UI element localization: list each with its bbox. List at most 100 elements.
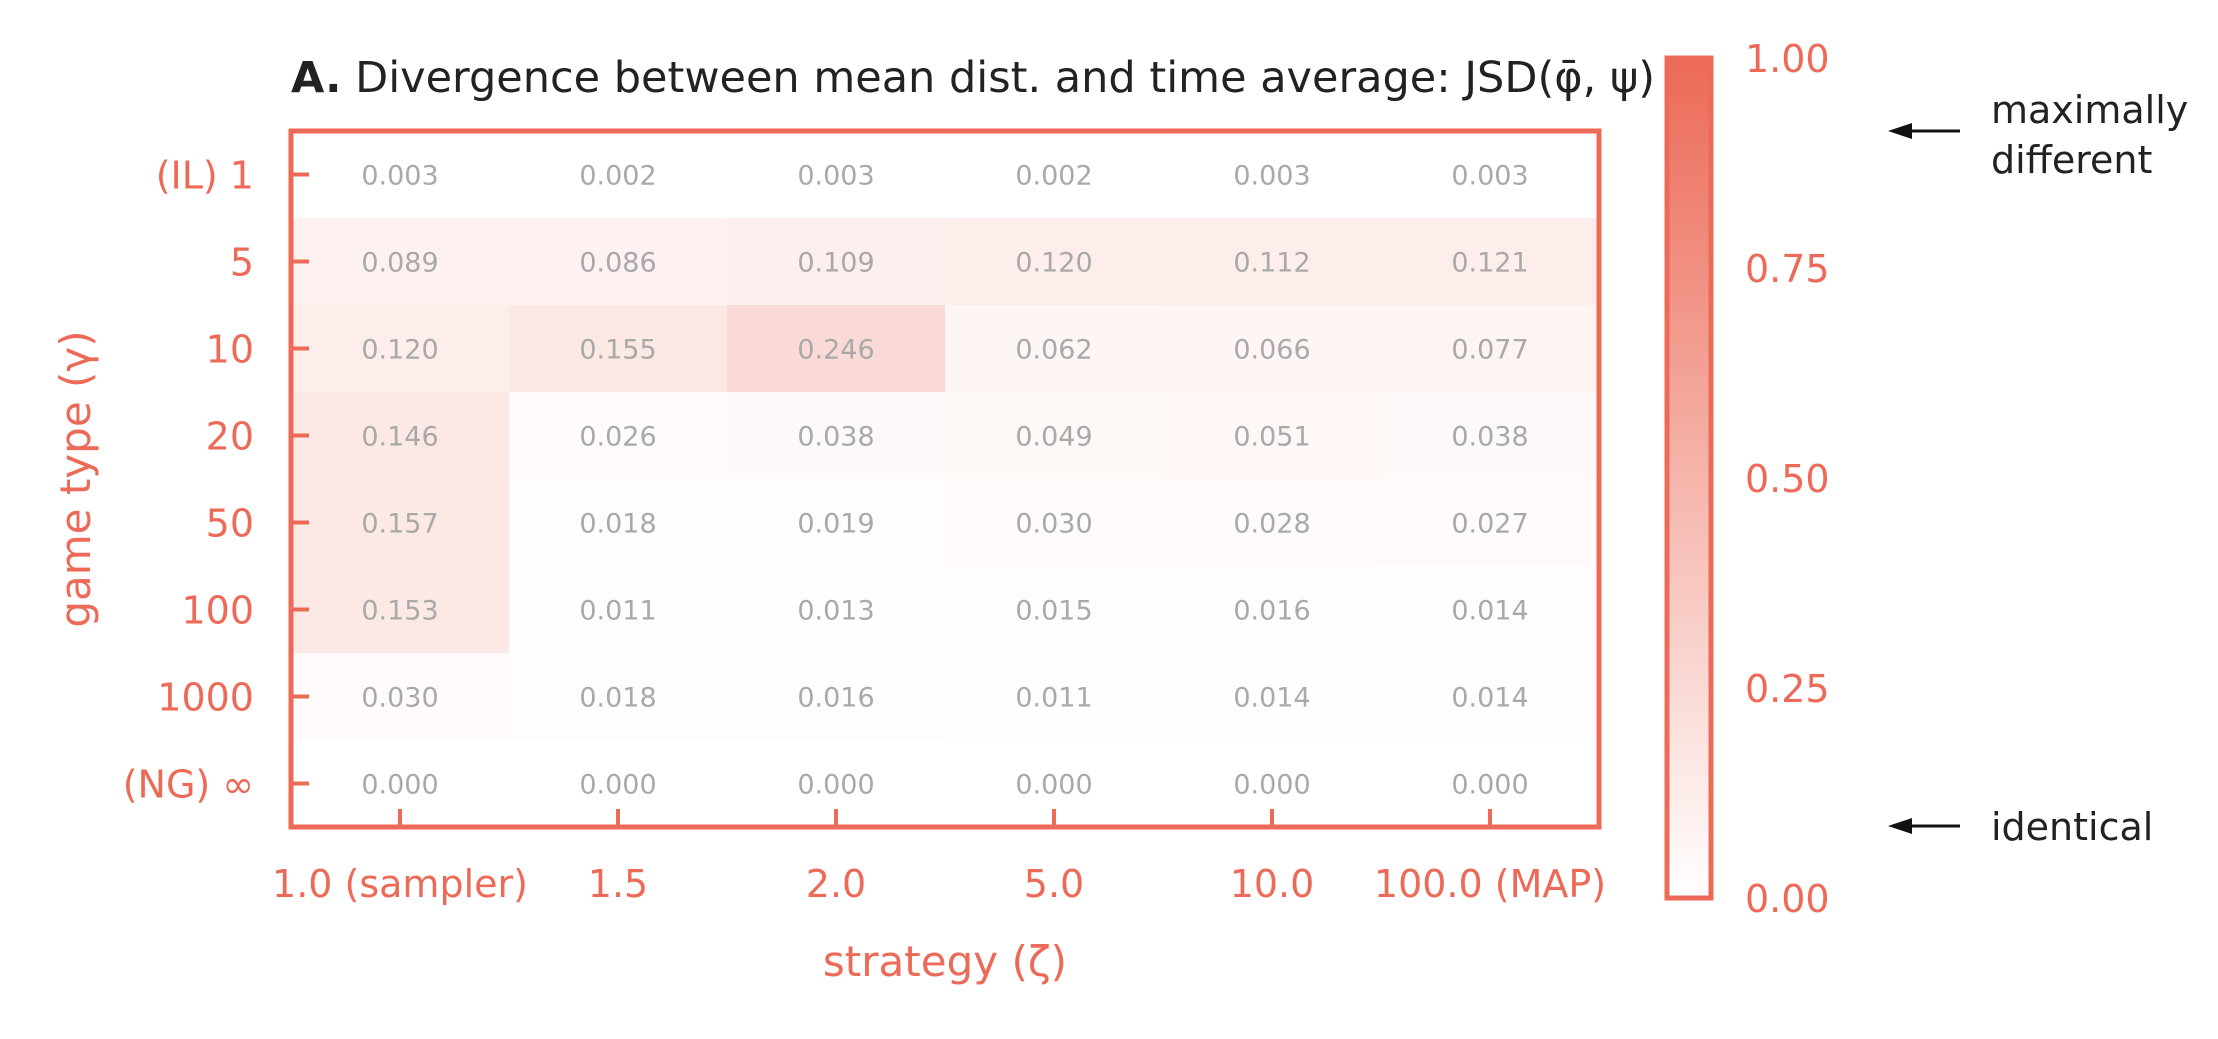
cell-value-label: 0.049 xyxy=(1015,422,1092,453)
cell-value-label: 0.018 xyxy=(579,509,656,540)
heatmap-cell xyxy=(945,392,1163,479)
cell-value-label: 0.003 xyxy=(361,161,438,192)
cell-value-label: 0.155 xyxy=(579,335,656,366)
colorbar-tick-label: 0.50 xyxy=(1745,457,1830,501)
x-axis-label: strategy (ζ) xyxy=(823,937,1067,986)
heatmap-cell xyxy=(727,479,945,566)
heatmap-cell xyxy=(1163,392,1381,479)
heatmap-cell xyxy=(727,218,945,305)
heatmap-cell xyxy=(509,218,727,305)
y-tick-label: 5 xyxy=(230,241,254,285)
heatmap-cell xyxy=(1163,305,1381,392)
cell-value-label: 0.014 xyxy=(1233,683,1310,714)
heatmap-cell xyxy=(509,305,727,392)
heatmap-cell xyxy=(945,653,1163,740)
heatmap-cell xyxy=(291,392,509,479)
heatmap-cell xyxy=(945,566,1163,653)
y-tick-label: 50 xyxy=(206,502,254,546)
heatmap-cell xyxy=(1381,392,1599,479)
cell-value-label: 0.000 xyxy=(579,770,656,801)
cell-value-label: 0.246 xyxy=(797,335,874,366)
cell-value-label: 0.011 xyxy=(579,596,656,627)
heatmap-cell xyxy=(291,566,509,653)
heatmap-cell xyxy=(1163,131,1381,218)
cell-value-label: 0.015 xyxy=(1015,596,1092,627)
cell-value-label: 0.030 xyxy=(361,683,438,714)
cell-value-label: 0.003 xyxy=(1233,161,1310,192)
y-tick-label: (IL) 1 xyxy=(156,154,254,198)
cell-value-label: 0.027 xyxy=(1451,509,1528,540)
x-tick-label: 1.5 xyxy=(588,862,648,906)
heatmap-cell xyxy=(945,305,1163,392)
cell-value-label: 0.077 xyxy=(1451,335,1528,366)
title-panel-letter: A. xyxy=(291,53,341,103)
cell-value-label: 0.002 xyxy=(579,161,656,192)
annotation-arrow-head xyxy=(1888,123,1912,139)
cell-value-label: 0.016 xyxy=(1233,596,1310,627)
heatmap-cell xyxy=(727,305,945,392)
colorbar-annotation-text: identical xyxy=(1991,805,2153,849)
heatmap-cell xyxy=(727,131,945,218)
cell-value-label: 0.146 xyxy=(361,422,438,453)
cell-value-label: 0.120 xyxy=(361,335,438,366)
cell-value-label: 0.157 xyxy=(361,509,438,540)
cell-value-label: 0.038 xyxy=(797,422,874,453)
heatmap-cell xyxy=(291,305,509,392)
annotation-arrow-head xyxy=(1888,818,1912,834)
heatmap-cell xyxy=(1163,218,1381,305)
cell-value-label: 0.000 xyxy=(1015,770,1092,801)
cell-value-label: 0.000 xyxy=(1233,770,1310,801)
colorbar-tick-label: 0.75 xyxy=(1745,247,1830,291)
y-tick-label: 20 xyxy=(206,415,254,459)
heatmap-cell xyxy=(1381,566,1599,653)
heatmap-cell xyxy=(509,653,727,740)
heatmap-cell xyxy=(509,479,727,566)
x-tick-label: 10.0 xyxy=(1230,862,1315,906)
y-tick-label: 10 xyxy=(206,328,254,372)
heatmap-cell xyxy=(291,653,509,740)
cell-value-label: 0.000 xyxy=(1451,770,1528,801)
cell-value-label: 0.000 xyxy=(361,770,438,801)
cell-value-label: 0.026 xyxy=(579,422,656,453)
cell-value-label: 0.062 xyxy=(1015,335,1092,366)
y-tick-label: (NG) ∞ xyxy=(123,763,254,807)
cell-value-label: 0.109 xyxy=(797,248,874,279)
chart-title: A. Divergence between mean dist. and tim… xyxy=(291,53,1655,103)
cell-value-label: 0.013 xyxy=(797,596,874,627)
heatmap-cell xyxy=(1381,479,1599,566)
cell-value-label: 0.112 xyxy=(1233,248,1310,279)
cell-value-label: 0.011 xyxy=(1015,683,1092,714)
heatmap-cell xyxy=(509,566,727,653)
heatmap-cell xyxy=(945,131,1163,218)
colorbar-tick-label: 1.00 xyxy=(1745,37,1830,81)
y-tick-label: 100 xyxy=(181,589,254,633)
cell-value-label: 0.038 xyxy=(1451,422,1528,453)
colorbar-tick-label: 0.00 xyxy=(1745,877,1830,921)
heatmap-cell xyxy=(1163,479,1381,566)
heatmap-cell xyxy=(727,392,945,479)
cell-value-label: 0.120 xyxy=(1015,248,1092,279)
plot-frame xyxy=(288,128,1602,830)
x-tick-label: 100.0 (MAP) xyxy=(1374,862,1606,906)
cell-value-label: 0.000 xyxy=(797,770,874,801)
heatmap-cell xyxy=(1381,653,1599,740)
heatmap-cell xyxy=(1163,566,1381,653)
y-axis-label: game type (γ) xyxy=(51,330,100,627)
cell-value-label: 0.018 xyxy=(579,683,656,714)
heatmap-cell xyxy=(291,218,509,305)
colorbar xyxy=(1664,55,1714,901)
colorbar-annotation-text: maximally xyxy=(1991,88,2188,132)
cell-value-label: 0.002 xyxy=(1015,161,1092,192)
y-tick-label: 1000 xyxy=(157,676,254,720)
cell-value-label: 0.089 xyxy=(361,248,438,279)
cell-value-label: 0.153 xyxy=(361,596,438,627)
heatmap-cell xyxy=(509,131,727,218)
cell-value-label: 0.051 xyxy=(1233,422,1310,453)
cell-value-label: 0.121 xyxy=(1451,248,1528,279)
colorbar-tick-label: 0.25 xyxy=(1745,667,1830,711)
heatmap-cell xyxy=(1163,653,1381,740)
x-tick-label: 5.0 xyxy=(1024,862,1084,906)
cell-value-label: 0.086 xyxy=(579,248,656,279)
